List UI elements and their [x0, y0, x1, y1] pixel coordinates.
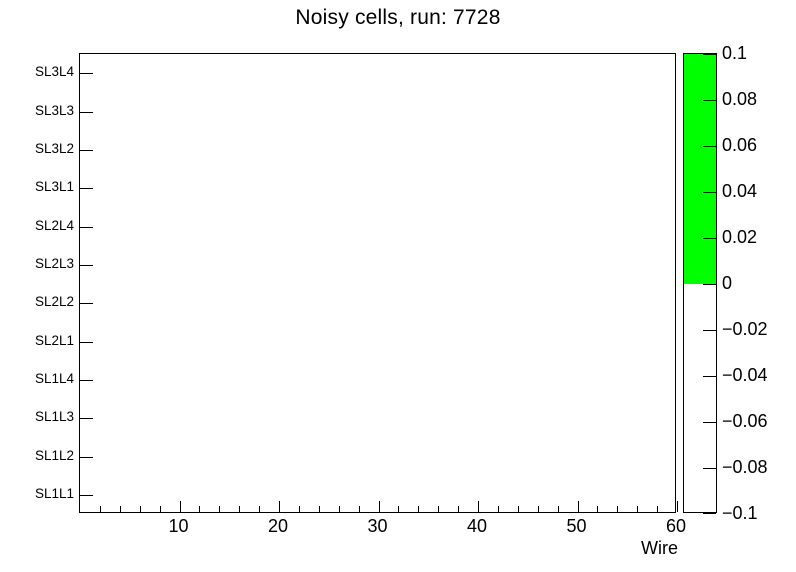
- x-axis-minor-tick: [517, 506, 519, 512]
- color-axis-tick-label: 0.08: [722, 89, 758, 109]
- x-axis-minor-tick: [458, 506, 460, 512]
- x-axis-tick-label-20: 20: [267, 516, 289, 536]
- y-axis-tick: [80, 149, 93, 151]
- color-axis-tick-label: 0.1: [722, 43, 748, 63]
- x-axis-minor-tick: [398, 506, 400, 512]
- color-axis-tick: [703, 238, 716, 239]
- x-axis-tick-label-60: 60: [665, 516, 687, 536]
- color-axis-tick-label: −0.04: [722, 365, 768, 385]
- color-axis-tick: [703, 330, 716, 331]
- y-axis-tick: [80, 226, 93, 228]
- x-axis-tick-label-30: 30: [367, 516, 388, 536]
- x-axis-minor-tick: [497, 506, 499, 512]
- color-axis-bar: [683, 53, 717, 514]
- x-axis-minor-tick: [99, 506, 101, 512]
- x-axis-major-tick: [378, 501, 380, 512]
- color-axis-tick-label: 0.02: [722, 227, 758, 247]
- x-axis-title: Wire: [641, 538, 678, 558]
- color-axis-tick-label: −0.08: [722, 457, 768, 477]
- y-axis-tick-label-sl3l1: SL3L1: [34, 179, 74, 195]
- y-axis-tick: [80, 303, 93, 305]
- y-axis-tick-label-sl2l4: SL2L4: [34, 217, 74, 233]
- y-axis-tick-label-sl1l1: SL1L1: [34, 485, 74, 501]
- color-axis-tick: [703, 468, 716, 469]
- y-axis-tick: [80, 379, 93, 381]
- color-axis-tick: [703, 192, 716, 193]
- x-axis-major-tick: [577, 501, 579, 512]
- y-axis-tick: [80, 73, 93, 75]
- color-axis-tick: [703, 422, 716, 423]
- x-axis-minor-tick: [537, 506, 539, 512]
- x-axis-minor-tick: [119, 506, 121, 512]
- x-axis-minor-tick: [219, 506, 221, 512]
- page-title: Noisy cells, run: 7728: [295, 6, 501, 29]
- color-axis-tick-label: 0.06: [722, 135, 758, 155]
- plot-frame: [79, 53, 678, 513]
- y-axis-tick: [80, 341, 93, 343]
- color-axis-tick-label: 0: [722, 273, 733, 293]
- x-axis-minor-tick: [199, 506, 201, 512]
- y-axis-tick: [80, 264, 93, 266]
- y-axis-tick: [80, 494, 93, 496]
- x-axis-minor-tick: [617, 506, 619, 512]
- color-axis-tick-label: −0.06: [722, 411, 768, 431]
- color-axis-tick: [703, 513, 716, 514]
- y-axis-tick-label-sl3l3: SL3L3: [34, 102, 74, 118]
- x-axis-minor-tick: [338, 506, 340, 512]
- y-axis-tick: [80, 111, 93, 113]
- y-axis-tick-label-sl2l3: SL2L3: [34, 255, 74, 271]
- x-axis-major-tick: [677, 501, 678, 512]
- y-axis-tick-label-sl2l2: SL2L2: [34, 294, 74, 310]
- y-axis-tick: [80, 456, 93, 458]
- y-axis-tick-label-sl1l2: SL1L2: [34, 447, 74, 463]
- color-axis-tick: [703, 284, 716, 285]
- x-axis-minor-tick: [239, 506, 241, 512]
- x-axis-tick-label-50: 50: [566, 516, 587, 536]
- color-axis-fill: [684, 54, 716, 284]
- color-axis-tick: [703, 146, 716, 147]
- x-axis-tick-label-40: 40: [466, 516, 488, 536]
- x-axis-minor-tick: [139, 506, 141, 512]
- y-axis-tick-label-sl2l1: SL2L1: [34, 332, 74, 348]
- x-axis-minor-tick: [318, 506, 320, 512]
- color-axis-tick: [703, 54, 716, 55]
- x-axis-minor-tick: [597, 506, 599, 512]
- x-axis-minor-tick: [438, 506, 440, 512]
- x-axis-minor-tick: [637, 506, 639, 512]
- color-axis-tick-label: −0.02: [722, 319, 768, 339]
- color-axis-tick-label: 0.04: [722, 181, 758, 201]
- x-axis-minor-tick: [298, 506, 300, 512]
- y-axis-tick-label-sl1l3: SL1L3: [34, 409, 74, 425]
- heatmap-cells-layer: [80, 54, 675, 512]
- color-axis-tick-label: −0.1: [722, 503, 758, 523]
- x-axis-minor-tick: [259, 506, 261, 512]
- x-axis-major-tick: [478, 501, 479, 512]
- x-axis-major-tick: [179, 501, 181, 512]
- y-axis-tick-label-sl1l4: SL1L4: [34, 370, 74, 386]
- x-axis-minor-tick: [657, 506, 659, 512]
- x-axis-minor-tick: [418, 506, 420, 512]
- color-axis-tick: [703, 376, 716, 377]
- y-axis-tick-label-sl3l4: SL3L4: [34, 64, 74, 80]
- x-axis-major-tick: [279, 501, 280, 512]
- x-axis-tick-label-10: 10: [168, 516, 189, 536]
- x-axis-minor-tick: [557, 506, 559, 512]
- y-axis-tick-label-sl3l2: SL3L2: [34, 140, 74, 156]
- x-axis-minor-tick: [159, 506, 161, 512]
- y-axis-tick: [80, 188, 93, 190]
- color-axis-tick: [703, 100, 716, 101]
- y-axis-tick: [80, 418, 93, 420]
- x-axis-minor-tick: [358, 506, 360, 512]
